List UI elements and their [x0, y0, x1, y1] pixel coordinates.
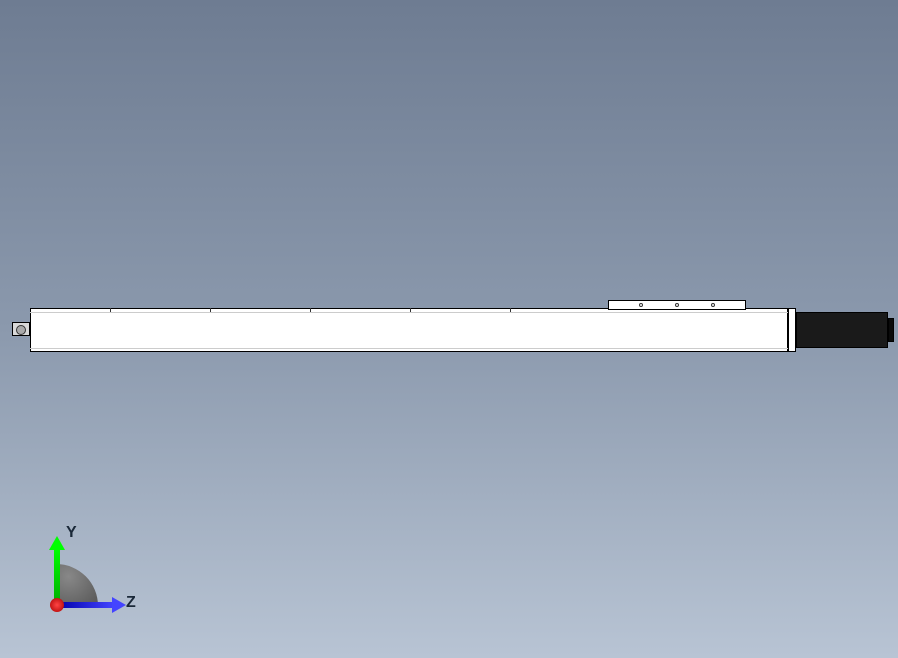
body-tick — [410, 308, 411, 312]
motor-mount-plate — [788, 308, 796, 352]
body-tick — [310, 308, 311, 312]
body-tick — [210, 308, 211, 312]
body-tick — [110, 308, 111, 312]
z-axis-label: Z — [126, 594, 136, 612]
carriage-hole — [711, 303, 715, 307]
motor-body — [796, 312, 888, 348]
carriage-hole — [639, 303, 643, 307]
carriage-block — [608, 300, 746, 310]
cad-viewport[interactable]: Y Z — [0, 0, 898, 658]
body-tick — [510, 308, 511, 312]
x-axis-indicator[interactable] — [50, 598, 64, 612]
body-edge-bottom — [30, 348, 788, 349]
motor-end-cap — [888, 318, 894, 342]
y-axis-label: Y — [66, 524, 77, 542]
z-axis-arrow[interactable] — [56, 602, 114, 608]
actuator-body — [30, 308, 788, 352]
carriage-hole — [675, 303, 679, 307]
body-edge-top — [30, 312, 788, 313]
linear-actuator-model[interactable] — [12, 300, 888, 358]
axis-triad[interactable]: Y Z — [38, 520, 138, 620]
end-cap-left — [12, 322, 30, 336]
